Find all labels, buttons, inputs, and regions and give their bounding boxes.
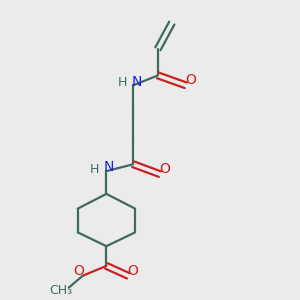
Text: N: N — [103, 160, 114, 174]
Text: O: O — [73, 264, 84, 278]
Text: O: O — [159, 162, 170, 176]
Text: O: O — [185, 74, 196, 87]
Text: H: H — [118, 76, 127, 89]
Text: CH₃: CH₃ — [49, 284, 72, 297]
Text: O: O — [128, 264, 139, 278]
Text: H: H — [90, 163, 99, 176]
Text: N: N — [132, 75, 142, 89]
